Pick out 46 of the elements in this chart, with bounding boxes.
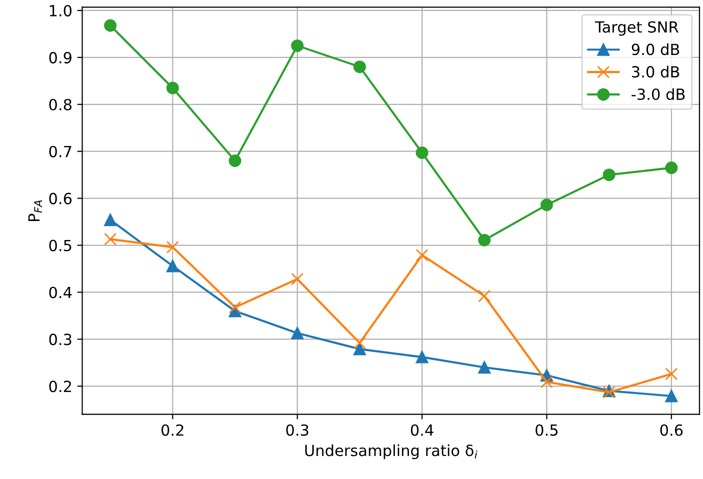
y-tick-label: 0.2 [49, 380, 71, 392]
y-tick-label: 0.8 [49, 98, 72, 110]
point [291, 39, 304, 52]
point [228, 301, 242, 314]
x-axis-title: Undersampling ratio δ$_{i}$ [305, 444, 478, 460]
point [104, 232, 117, 246]
point [353, 60, 366, 74]
x-tick-label: 0.4 [410, 424, 434, 436]
point [166, 82, 179, 94]
legend-label: 9.0 dB [632, 43, 680, 56]
point [416, 146, 428, 160]
legend-title: Target SNR [594, 21, 678, 36]
x-tick-label: 0.2 [162, 424, 184, 436]
point [416, 350, 428, 364]
point [166, 260, 179, 272]
point [291, 326, 304, 340]
point [602, 168, 616, 182]
y-tick-label: 1.0 [50, 4, 72, 16]
point [353, 336, 366, 350]
y-axis-title: P$_{FA}$ [28, 200, 42, 221]
point [166, 240, 179, 254]
y-tick-label: 0.6 [49, 192, 72, 204]
y-tick-label: 0.9 [49, 52, 72, 64]
point [104, 19, 117, 32]
point [478, 361, 491, 374]
x-tick-label: 0.3 [286, 424, 308, 436]
point [353, 342, 366, 356]
point [665, 162, 678, 174]
legend-label: -3.0 dB [632, 88, 685, 100]
point [478, 234, 491, 246]
legend-label: 3.0 dB [632, 66, 680, 78]
point [416, 248, 428, 262]
point [540, 376, 553, 388]
y-tick-label: 0.4 [49, 286, 72, 298]
point [228, 154, 242, 167]
y-tick-label: 0.3 [49, 334, 72, 346]
point [478, 290, 491, 302]
x-tick-label: 0.5 [536, 424, 558, 436]
y-tick-label: 0.7 [49, 146, 72, 158]
x-tick-label: 0.6 [660, 424, 683, 436]
y-tick-label: 0.5 [49, 240, 72, 252]
point [291, 272, 304, 286]
point [540, 198, 553, 212]
point [665, 390, 678, 402]
point [665, 368, 678, 380]
point [104, 214, 117, 226]
